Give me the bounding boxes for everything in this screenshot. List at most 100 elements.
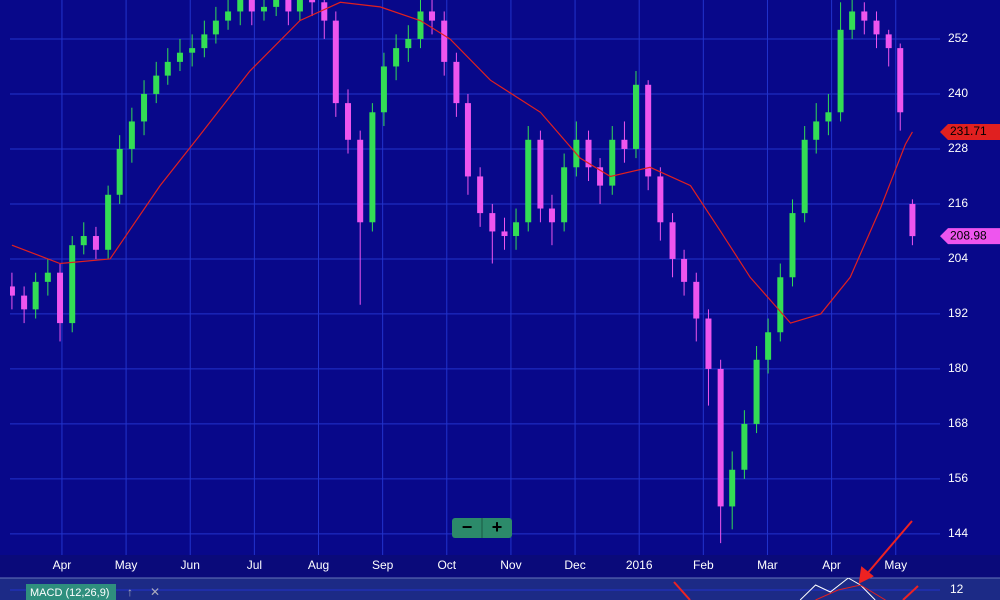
candle-body [453,61,460,104]
candle-body [537,139,544,209]
candle-body [141,93,148,122]
candle-body [873,20,880,35]
zoom-out-button[interactable]: − [462,517,473,537]
candle-body [741,423,748,470]
y-tick-label: 216 [948,196,968,210]
candle-body [717,368,724,507]
arrow-head [858,566,874,584]
last-price-label: 208.98 [950,228,987,242]
candle-body [357,139,364,223]
candle-body [417,11,424,39]
candle-body [489,213,496,232]
candle-body [501,231,508,237]
close-icon[interactable]: ✕ [150,585,160,599]
moving-average-line [11,1,913,324]
price-plot [10,0,916,544]
y-tick-label: 228 [948,141,968,155]
macd-line [815,584,886,600]
macd-line [799,578,876,600]
zoom-controls: − + [452,517,512,538]
candle-body [789,213,796,278]
x-tick-label: Aug [308,558,329,572]
candle-body [225,11,232,21]
candle-body [729,469,736,507]
candle-body [464,103,471,177]
x-tick-label: Jul [247,558,262,572]
x-tick-label: Oct [437,558,456,572]
y-tick-label: 252 [948,31,968,45]
x-tick-label: May [884,558,907,572]
candle-body [296,0,303,12]
x-tick-label: Apr [53,558,72,572]
candle-body [753,359,760,424]
candle-body [116,148,123,195]
candle-body [813,121,820,140]
y-tick-label: 192 [948,306,968,320]
candle-body [657,176,664,223]
x-tick-label: Dec [564,558,585,572]
candle-body [128,121,135,149]
ma-value-tag [940,123,1000,140]
candle-body [260,6,267,12]
y-tick-label: 168 [948,416,968,430]
candle-body [237,0,244,12]
y-tick-label: 156 [948,471,968,485]
candle-body [681,258,688,282]
candle-body [632,84,639,149]
arrow-line [902,585,919,600]
candle-body [609,139,616,186]
candle-body [44,272,51,282]
candle-body [885,34,892,49]
y-tick-label: 180 [948,361,968,375]
candle-body [477,176,484,214]
macd-label-box[interactable] [26,584,116,600]
candle-body [548,208,555,223]
y-tick-label: 240 [948,86,968,100]
macd-plot [10,578,940,600]
candle-body [513,222,520,237]
candle-body [164,61,171,76]
zoom-in-button[interactable]: + [492,517,503,537]
candle-body [69,245,76,324]
candle-body [10,286,15,296]
candle-body [897,48,904,113]
x-tick-label: 2016 [626,558,653,572]
y-tick-label: 144 [948,526,968,540]
axes: 144 156 168 180 192 204 216 228 240 252 Apr May Jun J… [53,31,1000,596]
y-tick-label: 12 [950,582,964,596]
x-tick-label: May [115,558,138,572]
candle-body [393,48,400,67]
candle-body [80,236,87,246]
candle-body [21,295,28,310]
candle-body [441,20,448,62]
candle-body [525,139,532,223]
x-tick-label: Jun [181,558,200,572]
candle-body [57,272,64,324]
candle-body [405,38,412,49]
candle-body [92,236,99,250]
grid [10,0,940,555]
candle-body [909,203,916,237]
move-up-icon[interactable]: ↑ [127,585,133,599]
candle-body [861,11,868,21]
arrow-line [673,581,691,600]
candle-body [201,34,208,49]
candle-body [105,194,112,250]
candle-body [248,0,255,12]
x-axis-strip [0,555,1000,578]
candle-body [189,48,196,53]
x-tick-label: Feb [693,558,714,572]
candle-body [212,20,219,35]
candle-body [332,20,339,104]
macd-title[interactable]: MACD (12,26,9) [30,587,109,599]
candle-body [561,167,568,223]
candle-body [285,0,292,12]
candle-body [345,103,352,140]
candle-body [369,112,376,223]
candle-body [176,52,183,62]
candle-body [585,139,592,168]
x-tick-label: Nov [500,558,521,572]
candle-body [645,84,652,177]
